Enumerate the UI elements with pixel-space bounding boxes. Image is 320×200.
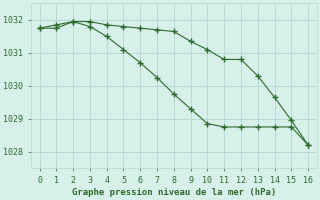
X-axis label: Graphe pression niveau de la mer (hPa): Graphe pression niveau de la mer (hPa) xyxy=(72,188,276,197)
